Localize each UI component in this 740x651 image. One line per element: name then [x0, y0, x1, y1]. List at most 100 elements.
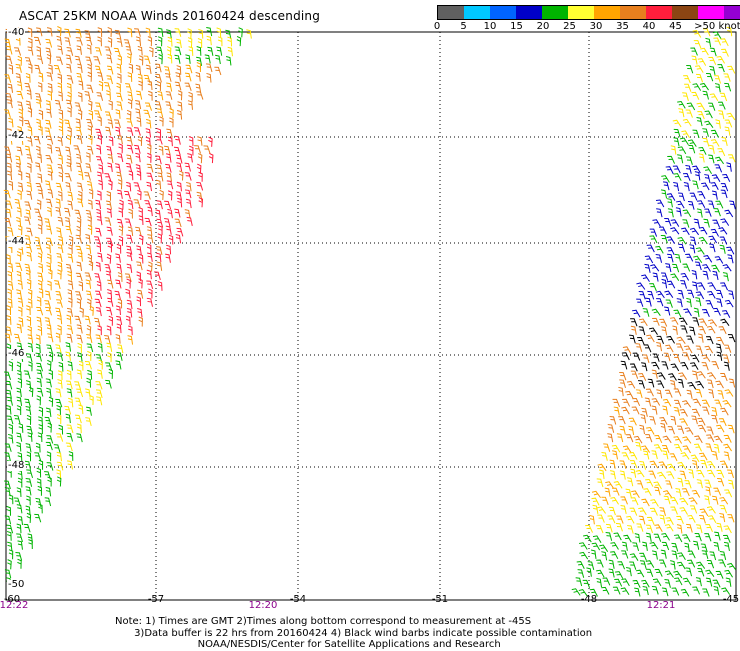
wind-barb [629, 460, 638, 469]
wind-barb [695, 388, 703, 398]
wind-barb [727, 424, 735, 434]
legend-label-0: 0 [433, 21, 441, 32]
wind-barb [198, 28, 204, 39]
wind-barb [13, 415, 21, 424]
wind-barb [17, 515, 24, 526]
wind-barb [176, 109, 183, 120]
wind-barb [691, 91, 700, 100]
wind-barb [135, 164, 141, 174]
wind-barb [665, 480, 673, 489]
wind-barb [48, 396, 54, 407]
wind-barb [116, 101, 123, 111]
wind-barb [682, 400, 692, 408]
wind-barb [65, 146, 71, 156]
wind-barb [705, 486, 711, 496]
wind-barb [688, 144, 696, 154]
wind-barb [653, 481, 662, 490]
wind-barb [662, 445, 670, 454]
wind-barb [35, 334, 41, 345]
wind-barb [723, 361, 730, 371]
wind-barb [75, 126, 82, 136]
wind-barb [37, 189, 44, 199]
wind-barb [95, 389, 103, 399]
wind-barb [656, 298, 664, 307]
wind-barb [155, 63, 162, 73]
wind-barb [66, 134, 72, 145]
wind-barb [668, 373, 677, 381]
wind-barb [714, 399, 722, 408]
wind-barb [154, 271, 161, 281]
wind-barb [128, 208, 133, 219]
wind-barb [697, 333, 704, 343]
wind-barb [673, 181, 680, 192]
wind-barb [156, 200, 163, 210]
wind-barb [653, 533, 662, 542]
wind-barb [57, 216, 64, 227]
wind-barb [36, 377, 42, 388]
wind-barb [33, 36, 41, 46]
wind-barb [25, 209, 31, 219]
wind-barb [676, 561, 686, 570]
wind-barb [586, 567, 592, 577]
wind-barb [38, 503, 43, 514]
wind-barb [724, 299, 734, 308]
wind-barb [85, 406, 92, 416]
wind-barb [27, 334, 34, 344]
wind-barb [697, 567, 705, 577]
wind-barb [155, 101, 162, 110]
wind-barb [177, 197, 183, 208]
wind-barb [36, 369, 43, 379]
wind-barb [676, 336, 686, 345]
wind-barb [66, 324, 74, 335]
wind-barb [718, 559, 727, 568]
wind-barb [75, 245, 83, 255]
wind-barb [728, 154, 736, 163]
wind-barb [54, 280, 61, 289]
wind-barb [67, 361, 73, 371]
wind-barb [84, 172, 91, 181]
wind-barb [16, 81, 23, 91]
wind-barb [652, 272, 659, 282]
wind-barb [203, 145, 211, 154]
wind-barb [97, 134, 102, 145]
wind-barb [105, 379, 112, 389]
wind-barb [16, 251, 22, 262]
wind-barb [728, 290, 735, 300]
wind-barb [671, 542, 679, 552]
wind-barb [114, 290, 121, 300]
wind-barb [620, 360, 628, 370]
wind-barb [652, 317, 660, 326]
wind-barb [85, 56, 93, 66]
wind-barb [108, 368, 113, 379]
wind-barb [8, 423, 13, 434]
wind-barb [18, 108, 23, 119]
wind-barb [135, 90, 143, 100]
wind-barb [684, 427, 694, 435]
wind-barb [16, 207, 22, 217]
wind-barb [115, 253, 121, 263]
wind-barb [663, 495, 671, 505]
wind-barb [124, 218, 132, 227]
wind-barb [610, 497, 619, 505]
wind-barb [68, 451, 74, 461]
wind-barb [696, 102, 706, 111]
wind-barb [128, 63, 134, 74]
wind-barb [17, 540, 23, 550]
wind-barb [601, 451, 608, 461]
wind-barb [56, 405, 61, 415]
wind-barb [57, 261, 63, 272]
wind-barb [56, 314, 63, 325]
wind-barb [75, 162, 83, 172]
wind-barb [601, 586, 610, 595]
wind-barb [46, 324, 52, 334]
wind-barb [661, 532, 670, 541]
wind-barb [6, 99, 13, 109]
wind-barb [87, 125, 92, 136]
wind-barb [45, 237, 53, 247]
wind-barb [661, 278, 668, 289]
wind-barb [208, 136, 213, 147]
wind-barb [57, 379, 63, 389]
wind-barb [86, 44, 92, 55]
wind-barb [34, 513, 42, 523]
wind-barb [85, 233, 91, 244]
